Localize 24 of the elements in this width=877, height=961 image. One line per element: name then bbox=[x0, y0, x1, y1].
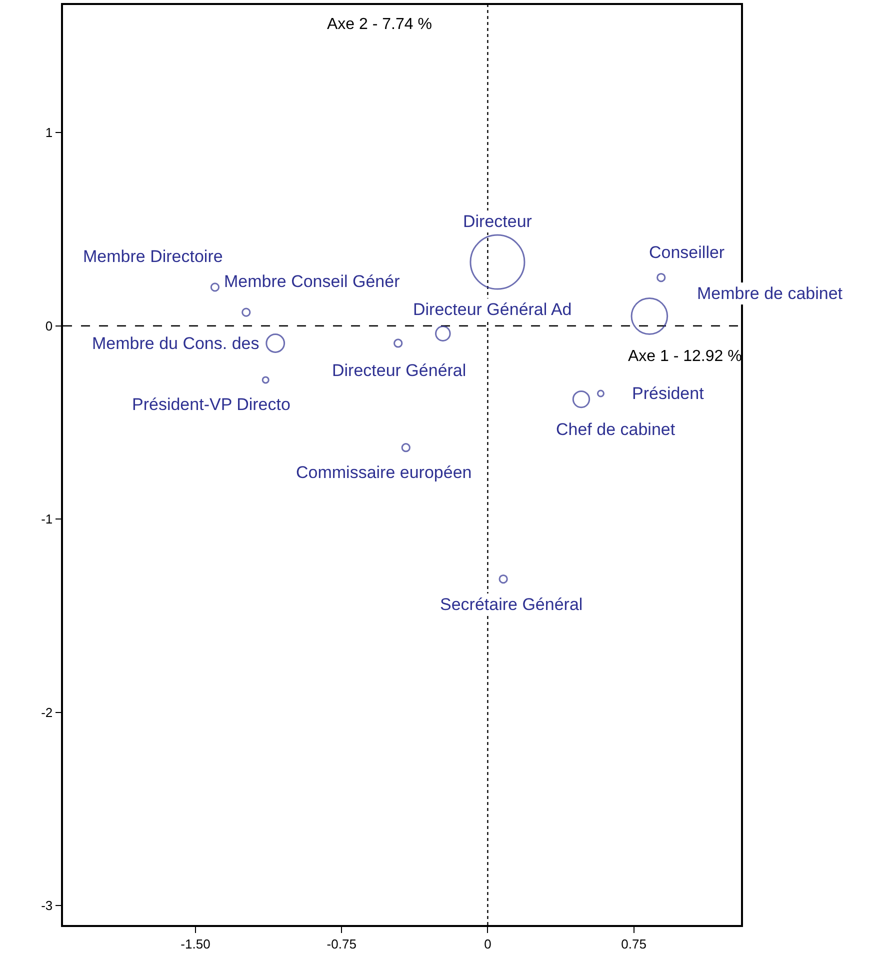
y-tick-label: 0 bbox=[45, 318, 53, 334]
annotation: Directeur Général Ad bbox=[413, 300, 572, 319]
annotation: Directeur bbox=[463, 212, 532, 231]
annotation: Membre du Cons. des bbox=[92, 334, 260, 353]
y-tick-label: 1 bbox=[45, 125, 53, 140]
y-tick-label: -2 bbox=[41, 704, 53, 720]
annotation: Membre Conseil Génér bbox=[224, 272, 400, 291]
annotation: Président bbox=[632, 384, 704, 403]
annotation: Membre de cabinet bbox=[697, 284, 843, 303]
y-tick-label: -3 bbox=[41, 898, 53, 914]
x-axis-title: Axe 1 - 12.92 % bbox=[628, 348, 742, 365]
annotation: Directeur Général bbox=[332, 361, 466, 380]
annotation: Président-VP Directo bbox=[132, 395, 290, 414]
x-tick-label: 0 bbox=[484, 936, 492, 952]
x-tick-label: -1.50 bbox=[180, 936, 210, 952]
x-tick-label: 0.75 bbox=[621, 936, 646, 952]
x-tick-label: -0.75 bbox=[326, 936, 356, 952]
annotation: Conseiller bbox=[649, 243, 725, 262]
annotation: Chef de cabinet bbox=[556, 420, 676, 439]
annotation: Secrétaire Général bbox=[440, 595, 583, 614]
y-axis-title: Axe 2 - 7.74 % bbox=[327, 16, 432, 33]
annotation: Membre Directoire bbox=[83, 247, 223, 266]
y-tick-label: -1 bbox=[41, 512, 53, 527]
annotation: Commissaire européen bbox=[296, 463, 472, 482]
